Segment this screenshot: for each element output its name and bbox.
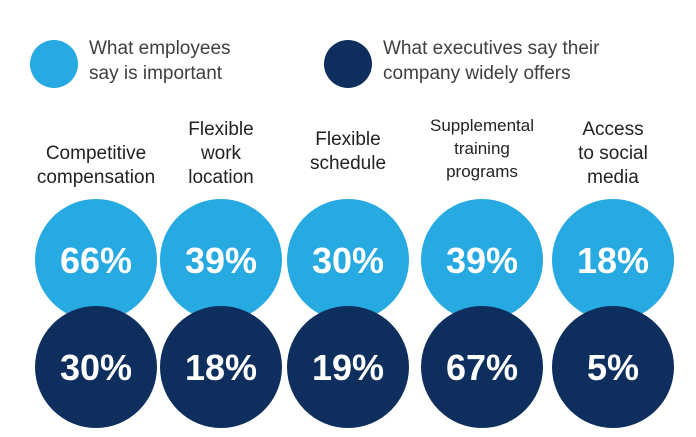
category-label: Flexible schedule bbox=[310, 129, 386, 174]
category-label: Supplemental training programs bbox=[430, 116, 534, 181]
legend-executives-dot bbox=[324, 40, 372, 88]
executive-value-label: 30% bbox=[60, 347, 132, 388]
category-label: Access to social media bbox=[578, 119, 648, 188]
legend-employees-dot bbox=[30, 40, 78, 88]
executive-value-circle bbox=[35, 306, 157, 428]
employee-value-label: 66% bbox=[60, 240, 132, 281]
executive-value-circle bbox=[421, 306, 543, 428]
employee-value-circle bbox=[35, 199, 157, 321]
legend-executives-label: What executives say their company widely… bbox=[383, 38, 600, 84]
executive-value-circle bbox=[287, 306, 409, 428]
executive-value-label: 67% bbox=[446, 347, 518, 388]
executive-value-label: 18% bbox=[185, 347, 257, 388]
executive-value-circle bbox=[160, 306, 282, 428]
employee-value-label: 18% bbox=[577, 240, 649, 281]
category-label: Competitive compensation bbox=[37, 143, 155, 188]
legend-employees-label: What employees say is important bbox=[89, 38, 231, 84]
executive-value-label: 5% bbox=[587, 347, 639, 388]
employee-value-circle bbox=[287, 199, 409, 321]
executive-value-label: 19% bbox=[312, 347, 384, 388]
employee-value-circle bbox=[552, 199, 674, 321]
employee-value-circle bbox=[160, 199, 282, 321]
employee-value-label: 30% bbox=[312, 240, 384, 281]
employee-value-label: 39% bbox=[185, 240, 257, 281]
employee-value-circle bbox=[421, 199, 543, 321]
employee-value-label: 39% bbox=[446, 240, 518, 281]
category-label: Flexible work location bbox=[188, 119, 254, 188]
executive-value-circle bbox=[552, 306, 674, 428]
